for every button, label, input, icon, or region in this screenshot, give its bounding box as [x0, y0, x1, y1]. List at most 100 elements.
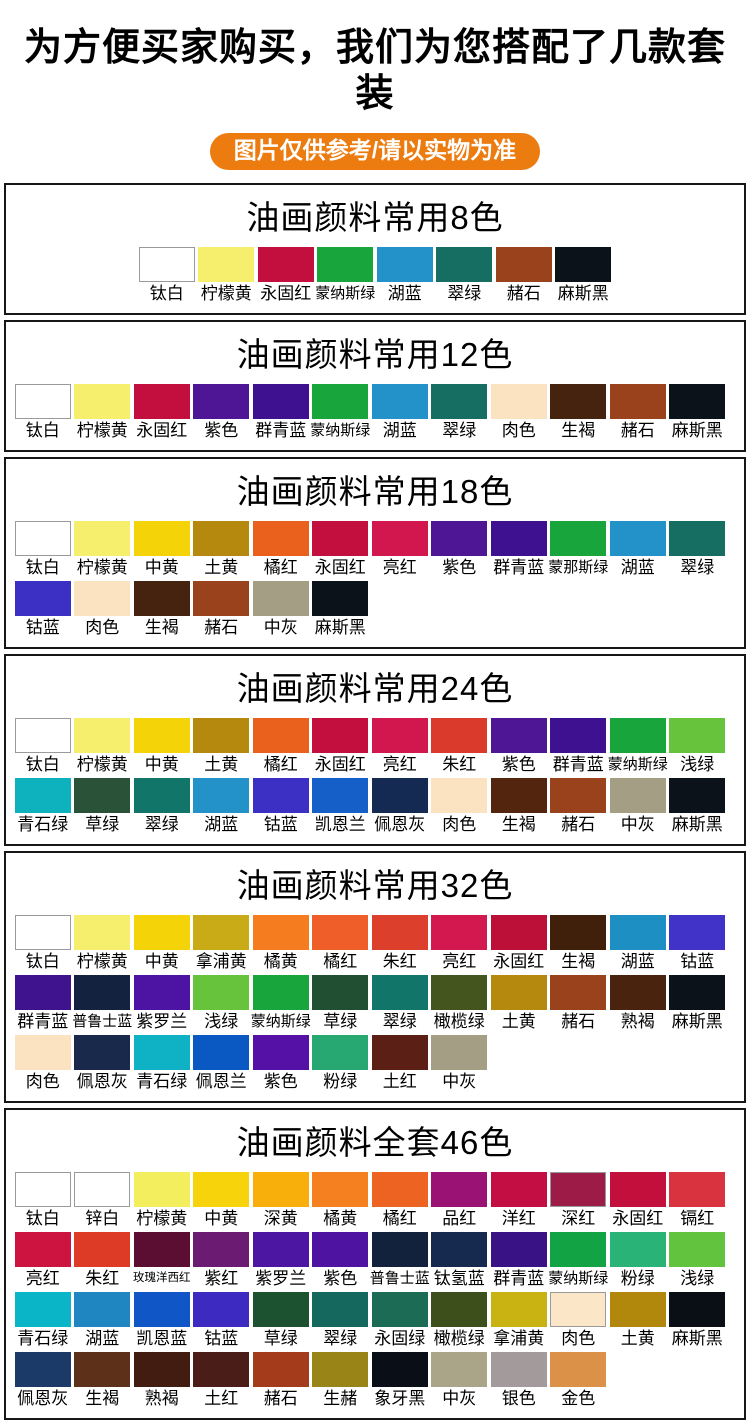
color-swatch [490, 384, 547, 420]
color-swatch [133, 1172, 190, 1208]
color-swatch [74, 521, 131, 557]
color-cell: 湖蓝 [608, 915, 668, 971]
color-cell: 生褐 [489, 778, 549, 834]
color-swatch [312, 718, 369, 754]
color-cell: 拿浦黄 [192, 915, 252, 971]
color-swatch [431, 718, 488, 754]
color-cell: 凯恩蓝 [132, 1292, 192, 1348]
swatch-row: 钛白 锌白 柠檬黄 中黄 深黄 橘黄 橘红 品红 洋红 深红 永固红 镉红 [13, 1172, 740, 1228]
color-swatch [669, 1172, 726, 1208]
color-label: 翠绿 [442, 421, 477, 441]
color-cell: 翠绿 [311, 1292, 371, 1348]
color-label: 青石绿 [136, 1072, 188, 1092]
color-swatch [74, 1172, 131, 1208]
color-label: 群青蓝 [493, 1269, 545, 1289]
color-cell: 赭石 [549, 975, 609, 1031]
color-label: 中黄 [204, 1209, 239, 1229]
color-cell: 中黄 [132, 521, 192, 577]
color-cell: 中灰 [608, 778, 668, 834]
color-cell: 中黄 [132, 718, 192, 774]
color-cell: 草绿 [311, 975, 371, 1031]
color-swatch [252, 1352, 309, 1388]
color-label: 赭石 [263, 1389, 298, 1409]
color-label: 钛白 [25, 421, 60, 441]
color-cell: 橘黄 [251, 915, 311, 971]
color-cell: 翠绿 [132, 778, 192, 834]
color-swatch [74, 718, 131, 754]
color-swatch [431, 1035, 488, 1071]
color-cell: 中灰 [251, 581, 311, 637]
color-label: 中灰 [263, 618, 298, 638]
color-cell: 橘红 [251, 718, 311, 774]
color-label: 翠绿 [447, 284, 482, 304]
color-swatch [138, 247, 195, 283]
color-cell: 土黄 [192, 718, 252, 774]
color-swatch [669, 1232, 726, 1268]
color-cell: 橄榄绿 [430, 1292, 490, 1348]
color-cell: 深黄 [251, 1172, 311, 1228]
color-label: 翠绿 [144, 815, 179, 835]
color-label: 柠檬黄 [76, 755, 128, 775]
color-cell: 拿浦黄 [489, 1292, 549, 1348]
color-label: 赭石 [561, 815, 596, 835]
color-swatch [74, 1232, 131, 1268]
color-cell: 朱红 [73, 1232, 133, 1288]
color-cell: 麻斯黑 [554, 247, 614, 303]
color-swatch [431, 521, 488, 557]
color-label: 中黄 [144, 755, 179, 775]
color-label: 肉色 [561, 1329, 596, 1349]
color-swatch [550, 915, 607, 951]
reference-badge-wrap: 图片仅供参考/请以实物为准 [0, 133, 750, 171]
color-label: 亮红 [442, 952, 477, 972]
color-swatch [312, 581, 369, 617]
color-cell: 钴蓝 [251, 778, 311, 834]
color-cell: 赭石 [608, 384, 668, 440]
color-cell: 翠绿 [370, 975, 430, 1031]
color-swatch [312, 1352, 369, 1388]
color-cell: 中灰 [430, 1352, 490, 1408]
color-cell: 紫色 [489, 718, 549, 774]
color-cell: 凯恩兰 [311, 778, 371, 834]
color-cell: 生褐 [549, 915, 609, 971]
color-swatch [669, 384, 726, 420]
color-swatch [490, 718, 547, 754]
color-set-section: 油画颜料全套46色 钛白 锌白 柠檬黄 中黄 深黄 橘黄 橘红 品红 洋红 深红 永固红 镉红 亮红 朱红玫… [4, 1108, 746, 1421]
color-label: 生褐 [501, 815, 536, 835]
color-set-section: 油画颜料常用32色 钛白 柠檬黄 中黄 拿浦黄 橘黄 橘红 朱红 亮红 永固红 生褐 湖蓝 钴蓝 群青蓝普… [4, 851, 746, 1104]
color-cell: 赭石 [494, 247, 554, 303]
color-cell: 佩恩兰 [192, 1035, 252, 1091]
color-label: 土黄 [501, 1012, 536, 1032]
color-cell: 翠绿 [430, 384, 490, 440]
color-label: 青石绿 [17, 815, 69, 835]
color-cell: 蒙纳斯绿 [548, 1232, 608, 1288]
color-label: 赭石 [204, 618, 239, 638]
color-cell: 浅绿 [668, 1232, 728, 1288]
color-swatch [431, 1172, 488, 1208]
color-cell: 钴蓝 [13, 581, 73, 637]
color-swatch [490, 975, 547, 1011]
color-label: 浅绿 [680, 1269, 715, 1289]
color-cell: 蒙纳斯绿 [608, 718, 668, 774]
color-label: 翠绿 [323, 1329, 358, 1349]
color-label: 中灰 [442, 1072, 477, 1092]
color-label: 土红 [204, 1389, 239, 1409]
color-cell: 橘红 [370, 1172, 430, 1228]
color-swatch [14, 384, 71, 420]
color-label: 橘红 [323, 952, 358, 972]
color-swatch [252, 384, 309, 420]
color-label: 紫罗兰 [136, 1012, 188, 1032]
color-label: 橄榄绿 [433, 1012, 485, 1032]
color-cell: 赭石 [192, 581, 252, 637]
color-label: 赭石 [620, 421, 655, 441]
color-cell: 永固红 [489, 915, 549, 971]
color-swatch [198, 247, 255, 283]
color-swatch [312, 1292, 369, 1328]
color-cell: 洋红 [489, 1172, 549, 1228]
color-swatch [609, 915, 666, 951]
color-swatch [550, 778, 607, 814]
color-cell: 亮红 [13, 1232, 73, 1288]
color-label: 佩恩灰 [374, 815, 426, 835]
color-label: 永固红 [136, 421, 188, 441]
color-swatch [495, 247, 552, 283]
color-label: 土黄 [204, 755, 239, 775]
